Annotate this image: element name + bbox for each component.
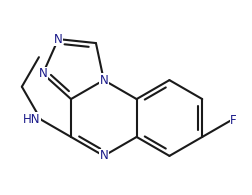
Text: N: N bbox=[54, 33, 63, 46]
Text: HN: HN bbox=[23, 113, 41, 126]
Text: N: N bbox=[100, 74, 108, 87]
Text: N: N bbox=[39, 67, 47, 80]
Text: F: F bbox=[230, 114, 237, 127]
Text: N: N bbox=[100, 149, 108, 162]
